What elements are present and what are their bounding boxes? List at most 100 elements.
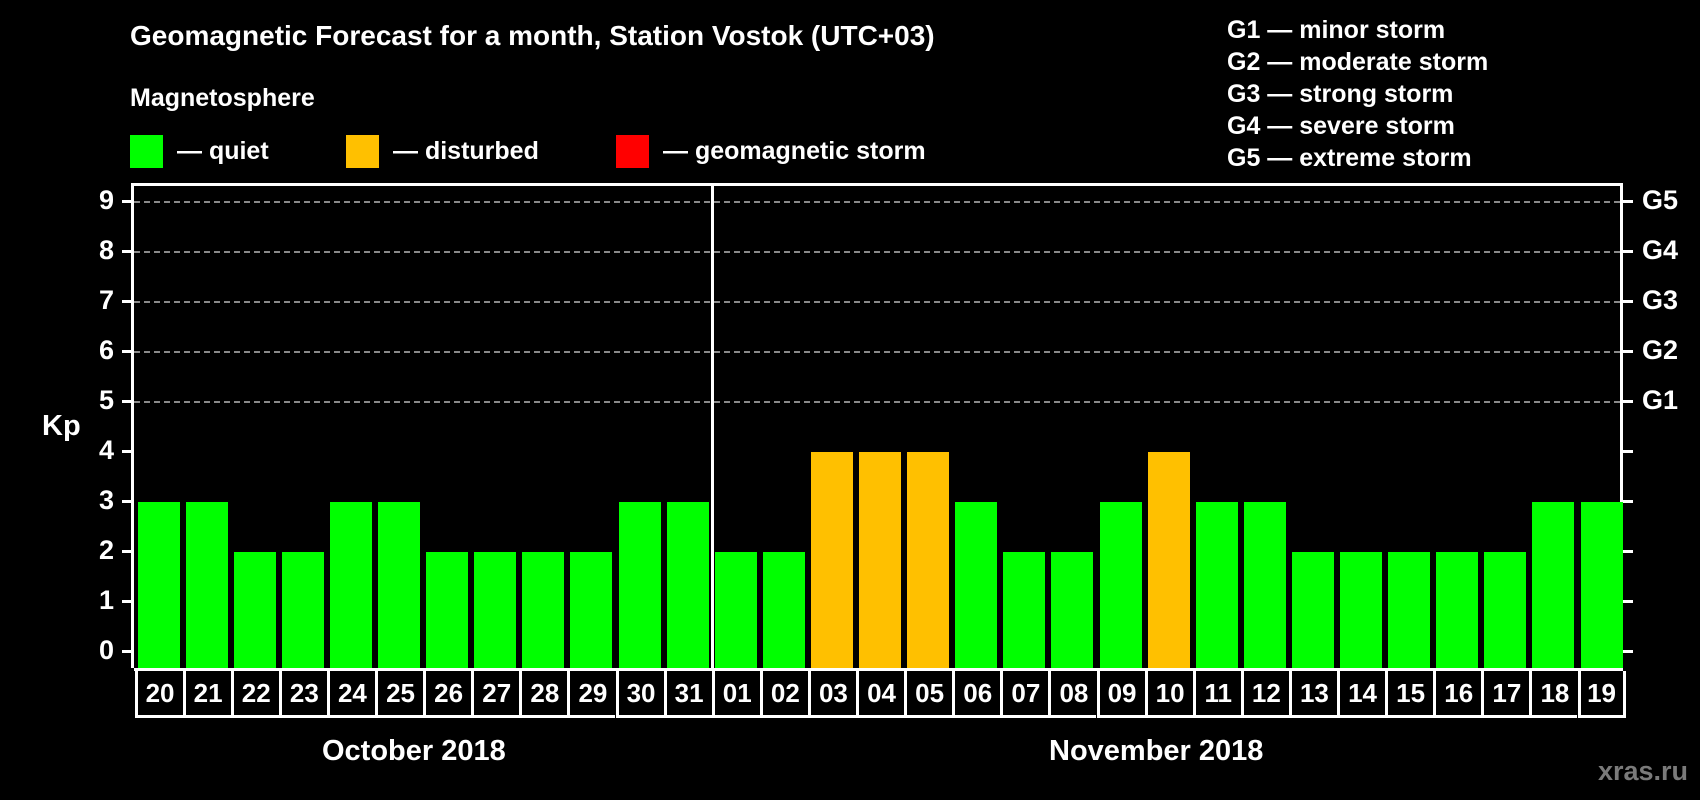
date-label: 28 [519, 671, 568, 718]
kp-bar [1099, 502, 1142, 668]
date-label: 08 [1048, 671, 1097, 718]
kp-bar [1580, 502, 1623, 668]
kp-bar [1243, 502, 1286, 668]
y-tick-label: 4 [98, 435, 114, 465]
kp-bar [907, 452, 950, 668]
gridline [134, 201, 1620, 203]
kp-bar [1195, 502, 1238, 668]
gridline [134, 301, 1620, 303]
right-tick [1623, 400, 1633, 403]
kp-bar [474, 552, 517, 668]
date-label: 15 [1385, 671, 1434, 718]
kp-bar [1147, 452, 1190, 668]
y-tick [122, 550, 132, 553]
storm-level-label: G5 [1642, 185, 1679, 215]
legend-disturbed-label: — disturbed [393, 136, 539, 165]
plot-area [131, 183, 1623, 668]
date-label: 14 [1337, 671, 1386, 718]
kp-bar [714, 552, 757, 668]
right-tick [1623, 600, 1633, 603]
legend-storm: — geomagnetic storm [616, 134, 926, 168]
date-label: 17 [1481, 671, 1530, 718]
chart-title: Geomagnetic Forecast for a month, Statio… [130, 20, 935, 51]
storm-level-label: G3 [1642, 285, 1679, 315]
date-label: 04 [856, 671, 905, 718]
date-label: 23 [278, 671, 327, 718]
storm-level-label: G1 [1642, 385, 1679, 415]
date-label: 24 [326, 671, 375, 718]
date-label: 11 [1192, 671, 1241, 718]
y-axis-label: Kp [42, 410, 81, 442]
storm-scale-g3: G3 — strong storm [1227, 80, 1454, 108]
date-label: 12 [1240, 671, 1289, 718]
legend-disturbed: — disturbed [346, 134, 539, 168]
kp-bar [281, 552, 324, 668]
date-label: 27 [471, 671, 520, 718]
kp-bar [378, 502, 420, 668]
y-tick [122, 500, 132, 503]
date-label: 19 [1577, 671, 1626, 718]
storm-scale-g1: G1 — minor storm [1227, 16, 1446, 44]
y-tick-label: 6 [98, 335, 114, 365]
date-label: 02 [759, 671, 808, 718]
date-axis: 20 21 22 23 24 25 26 27 28 29 30 31 01 02 03 04 05 06 07 08… [134, 668, 1626, 718]
kp-bar [1051, 552, 1094, 668]
kp-bar [1436, 552, 1479, 668]
kp-bar [137, 502, 180, 668]
date-label: 22 [230, 671, 279, 718]
kp-bar [859, 452, 901, 668]
date-label: 01 [711, 671, 760, 718]
gridline [134, 401, 1620, 403]
date-label: 25 [375, 671, 424, 718]
kp-bar [666, 502, 709, 668]
legend-quiet: — quiet [130, 134, 269, 168]
y-tick [122, 350, 132, 353]
y-tick-label: 8 [98, 235, 114, 265]
date-label: 07 [1000, 671, 1049, 718]
y-tick [122, 650, 132, 653]
kp-bar [233, 552, 276, 668]
y-tick [122, 450, 132, 453]
date-label: 05 [904, 671, 953, 718]
y-tick-label: 5 [98, 385, 114, 415]
kp-bar [810, 452, 853, 668]
kp-bar [329, 502, 372, 668]
date-label: 18 [1529, 671, 1578, 718]
disturbed-swatch-icon [346, 134, 379, 168]
y-tick [122, 600, 132, 603]
right-tick [1623, 650, 1633, 653]
watermark: xras.ru [1597, 756, 1688, 786]
date-label: 06 [952, 671, 1001, 718]
right-tick [1623, 450, 1633, 453]
y-tick [122, 300, 132, 303]
y-tick-label: 2 [98, 535, 114, 565]
date-label: 13 [1288, 671, 1337, 718]
kp-bar [1532, 502, 1575, 668]
storm-level-label: G4 [1642, 235, 1679, 265]
kp-bar [762, 552, 805, 668]
quiet-swatch-icon [130, 134, 163, 168]
kp-bar [1291, 552, 1334, 668]
right-tick [1623, 200, 1633, 203]
gridline [134, 351, 1620, 353]
y-tick [122, 400, 132, 403]
y-tick-label: 3 [98, 485, 114, 515]
month-label-october: October 2018 [322, 735, 506, 767]
right-tick [1623, 300, 1633, 303]
date-label: 03 [807, 671, 856, 718]
storm-scale-g4: G4 — severe storm [1227, 112, 1455, 140]
kp-bar [426, 552, 469, 668]
month-divider [710, 186, 714, 668]
y-tick-label: 9 [98, 185, 114, 215]
kp-bar [955, 502, 998, 668]
y-tick [122, 200, 132, 203]
date-label: 30 [615, 671, 664, 718]
kp-bar [1484, 552, 1527, 668]
y-tick-label: 7 [98, 285, 114, 315]
storm-scale-g2: G2 — moderate storm [1227, 48, 1489, 76]
date-label: 20 [134, 671, 183, 718]
date-label: 29 [567, 671, 616, 718]
kp-bar [1340, 552, 1382, 668]
y-tick-label: 0 [98, 635, 114, 665]
right-tick [1623, 350, 1633, 353]
